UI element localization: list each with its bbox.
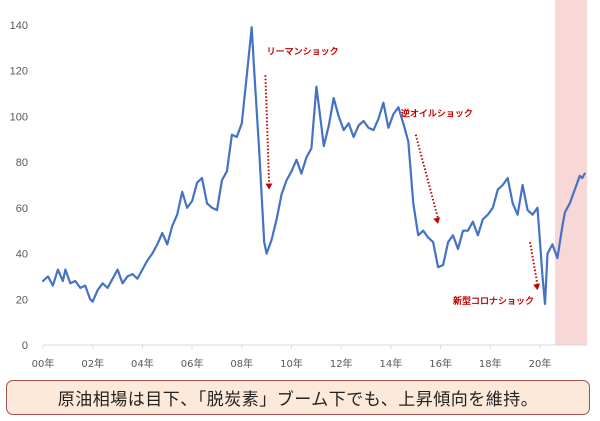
x-tick-label: 20年 [529,357,552,370]
price-line [41,26,586,305]
x-tick-label: 02年 [81,357,104,370]
annotation-arrow-shaft [414,134,440,220]
x-tick-label: 18年 [479,357,502,370]
x-tick-label: 00年 [32,357,55,370]
x-axis: 00年 02年 04年 06年 08年 10年 12年 14年 16年 18年 20年 [32,344,588,370]
annotation-arrow-shaft [264,75,271,185]
annotation-arrow-shaft [529,241,539,286]
y-axis: 0 20 40 60 80 100 120 140 [10,20,28,352]
y-tick-label: 100 [10,111,28,123]
x-tick-label: 10年 [280,357,303,370]
x-tick-label: 08年 [230,357,253,370]
x-tick-label: 06年 [181,357,204,370]
y-tick-label: 140 [10,20,28,32]
y-tick-label: 20 [16,294,28,306]
highlight-band [554,0,588,345]
annotation-label: リーマンショック [267,47,339,58]
arrow-down-icon [265,183,273,190]
x-tick-label: 12年 [330,357,353,370]
arrow-down-icon [433,217,441,224]
summary-text: 原油相場は目下、「脱炭素」ブーム下でも、上昇傾向を維持。 [57,390,539,410]
x-tick-label: 04年 [131,357,154,370]
y-tick-label: 60 [16,203,28,215]
y-tick-label: 0 [22,340,28,352]
annotation-label: 逆オイルショック [401,107,473,119]
y-tick-label: 80 [16,157,28,169]
recent-period-highlight [554,0,588,345]
oil-price-series [41,26,586,305]
y-tick-label: 40 [16,249,28,261]
y-tick-label: 120 [10,66,28,78]
oil-price-line-chart: 0 20 40 60 80 100 120 140 00年 02年 04年 06年 08年 10年 12年… [10,0,588,370]
annotation-label: 新型コロナショック [453,295,534,307]
x-tick-label: 16年 [429,357,452,370]
arrow-down-icon [533,283,541,291]
summary-callout: 原油相場は目下、「脱炭素」ブーム下でも、上昇傾向を維持。 [6,380,590,415]
x-tick-label: 14年 [380,357,403,370]
